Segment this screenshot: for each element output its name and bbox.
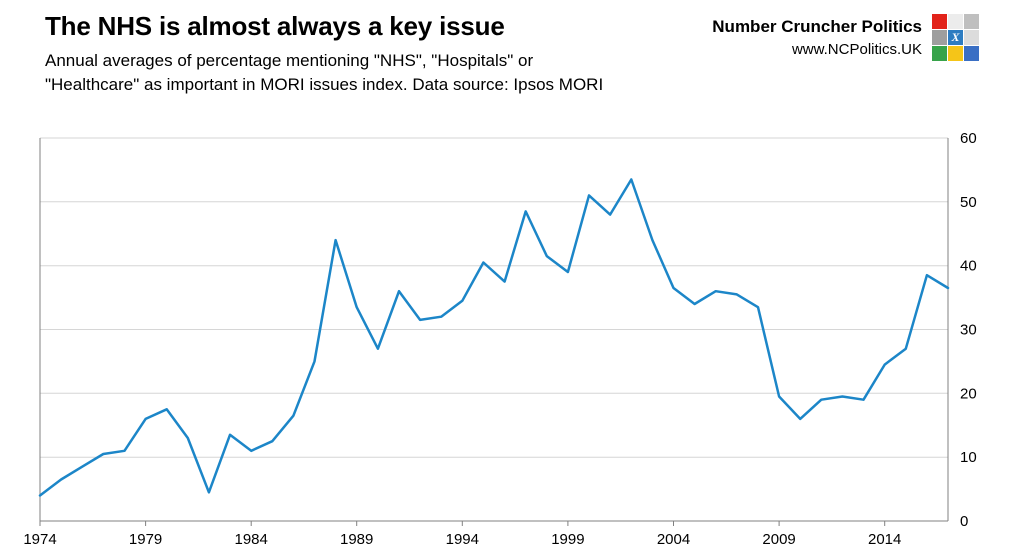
logo-cell <box>932 14 947 29</box>
svg-text:1994: 1994 <box>446 531 479 548</box>
line-chart: 0 10 20 30 40 50 60 1974 1979 1984 1989 1994 1999 200… <box>0 118 1024 560</box>
svg-text:2004: 2004 <box>657 531 690 548</box>
logo-cell: X <box>948 30 963 45</box>
svg-text:2009: 2009 <box>762 531 795 548</box>
logo-cell <box>964 30 979 45</box>
chart-title: The NHS is almost always a key issue <box>45 11 505 41</box>
brand-url: www.NCPolitics.UK <box>791 40 922 58</box>
chart-header: The NHS is almost always a key issue Ann… <box>45 12 979 98</box>
svg-text:1974: 1974 <box>23 531 56 548</box>
brand-block: Number Cruncher Politics www.NCPolitics.… <box>712 12 979 61</box>
logo-cell <box>932 46 947 61</box>
brand-text: Number Cruncher Politics www.NCPolitics.… <box>712 12 922 60</box>
logo-cell <box>932 30 947 45</box>
svg-text:40: 40 <box>960 258 977 275</box>
svg-text:2014: 2014 <box>868 531 901 548</box>
svg-text:1989: 1989 <box>340 531 373 548</box>
logo-cell <box>948 14 963 29</box>
svg-text:20: 20 <box>960 385 977 402</box>
logo-cell <box>948 46 963 61</box>
line-chart-svg: 0 10 20 30 40 50 60 1974 1979 1984 1989 1994 1999 200… <box>23 130 977 548</box>
logo-cell <box>964 46 979 61</box>
ncpolitics-logo-icon: X <box>932 14 979 61</box>
svg-text:0: 0 <box>960 513 968 530</box>
svg-text:10: 10 <box>960 449 977 466</box>
logo-cell <box>964 14 979 29</box>
svg-text:30: 30 <box>960 322 977 339</box>
chart-subtitle: Annual averages of percentage mentioning… <box>45 49 603 98</box>
svg-text:60: 60 <box>960 130 977 147</box>
svg-text:1979: 1979 <box>129 531 162 548</box>
chart-subtitle-line1: Annual averages of percentage mentioning… <box>45 50 534 70</box>
svg-text:1984: 1984 <box>235 531 268 548</box>
chart-subtitle-line2: "Healthcare" as important in MORI issues… <box>45 75 604 95</box>
title-block: The NHS is almost always a key issue Ann… <box>45 12 603 98</box>
brand-name: Number Cruncher Politics <box>712 17 922 36</box>
svg-text:1999: 1999 <box>551 531 584 548</box>
svg-text:50: 50 <box>960 194 977 211</box>
